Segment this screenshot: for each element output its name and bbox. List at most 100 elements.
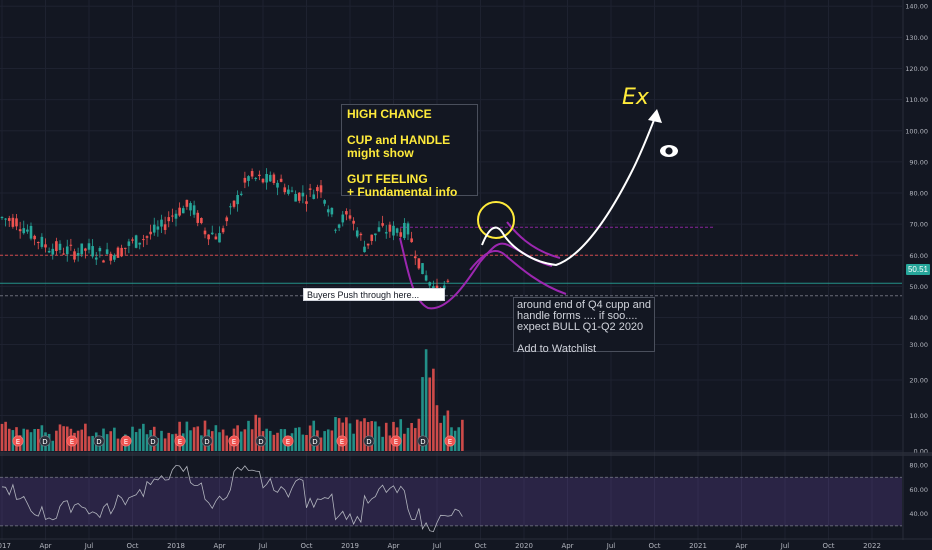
candle [272, 172, 276, 185]
candle [214, 233, 218, 240]
candle-body [65, 246, 69, 255]
marker-circle [363, 435, 375, 447]
note-line: Add to Watchlist [517, 343, 597, 355]
candle-body [40, 236, 44, 247]
candle-body [308, 188, 312, 190]
candle-body [243, 177, 247, 183]
candle [297, 192, 301, 204]
candle [26, 224, 29, 234]
candle [55, 237, 58, 255]
marker-label: E [178, 438, 182, 446]
volume-bar [345, 417, 348, 451]
candle-body [200, 218, 203, 224]
candle-body [123, 247, 127, 249]
candle-body [120, 247, 123, 257]
candle-body [276, 182, 279, 188]
candle [29, 222, 33, 241]
marker-label: D [366, 438, 371, 446]
candle-body [326, 209, 330, 213]
candle-body [348, 215, 352, 219]
candle [345, 208, 348, 221]
candle-body [73, 251, 76, 260]
volume-bar [55, 430, 58, 451]
last-price-tag: 50.51 [906, 264, 930, 275]
volume-bar [337, 418, 341, 451]
candle [160, 214, 163, 234]
candle-body [214, 236, 218, 240]
marker-label: D [42, 438, 47, 446]
marker-circle [174, 435, 186, 447]
volume-bar [214, 425, 218, 451]
x-tick-label: Oct [474, 542, 486, 550]
x-tick-label: Apr [39, 542, 51, 550]
volume-bar [388, 435, 392, 451]
rsi-panel[interactable] [0, 464, 902, 533]
candle-body [279, 178, 283, 182]
candle [225, 215, 229, 227]
candle [239, 191, 243, 197]
volume-bar [330, 430, 334, 451]
candle [301, 185, 305, 204]
candle [142, 234, 145, 248]
candle-body [381, 223, 384, 226]
marker-circle [228, 435, 240, 447]
candle [4, 217, 7, 227]
volume-tick-label: 20.00 [909, 377, 928, 385]
x-tick-label: Jul [606, 542, 616, 550]
candle [80, 243, 84, 258]
candle [47, 247, 51, 254]
volume-bar [250, 429, 254, 451]
volume-bar [247, 420, 250, 451]
marker-circle [93, 435, 105, 447]
x-tick-label: Jul [258, 542, 268, 550]
candle [218, 226, 221, 243]
marker-circle [201, 435, 213, 447]
candle [421, 262, 424, 275]
volume-bar [160, 430, 163, 451]
eye-pupil [665, 147, 673, 155]
x-tick-label: Oct [822, 542, 834, 550]
candle-body [261, 178, 265, 183]
x-tick-label: Oct [648, 542, 660, 550]
volume-bar [192, 427, 196, 451]
volume-bar [163, 438, 167, 451]
volume-bar [200, 435, 203, 451]
candle [178, 202, 181, 217]
candle [207, 234, 210, 246]
candle-body [44, 244, 47, 248]
candle [370, 234, 374, 245]
candle [410, 231, 413, 243]
candle-body [210, 232, 214, 235]
candle-body [84, 248, 87, 251]
note-buyers-push[interactable]: Buyers Push through here... [303, 288, 445, 301]
candle [359, 232, 363, 241]
volume-bar [399, 419, 403, 451]
note-high-chance[interactable]: HIGH CHANCE CUP and HANDLE might show GU… [341, 104, 478, 199]
candle [287, 185, 290, 196]
candle [403, 218, 406, 241]
marker-circle [66, 435, 78, 447]
price-panel[interactable] [0, 168, 902, 302]
candle-body [174, 213, 178, 219]
candle [268, 171, 272, 183]
x-tick-label: 2018 [167, 542, 185, 550]
candle [399, 228, 403, 239]
volume-bar [410, 423, 413, 451]
candle [98, 246, 102, 258]
note-line: expect BULL Q1-Q2 2020 [517, 321, 644, 333]
price-tick-label: 60.00 [909, 252, 928, 260]
candle-body [330, 207, 334, 215]
candle-body [36, 242, 40, 244]
volume-bar [374, 421, 377, 451]
volume-bar [113, 427, 116, 451]
note-forecast[interactable]: around end of Q4 cupp and handle forms .… [513, 297, 655, 355]
price-tick-label: 140.00 [905, 3, 928, 11]
x-tick-label: Apr [387, 542, 399, 550]
candle [156, 220, 160, 237]
volume-bar [301, 434, 305, 451]
candle-body [218, 233, 221, 243]
candle-body [142, 239, 145, 241]
candle [58, 240, 62, 254]
